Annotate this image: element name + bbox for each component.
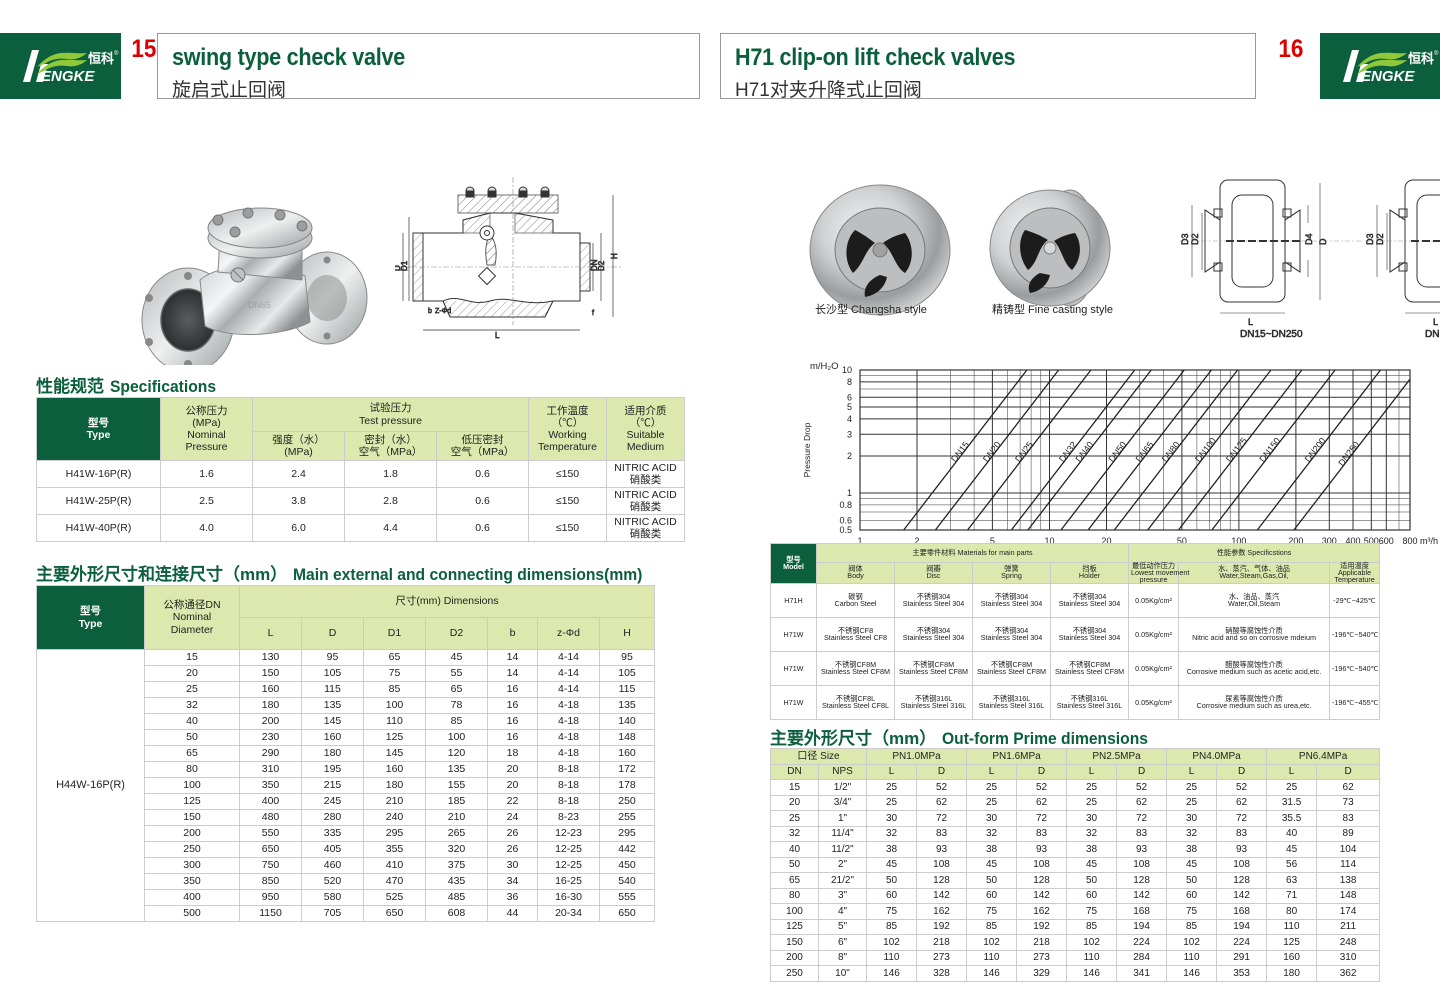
svg-text:D1: D1 — [400, 260, 409, 271]
svg-text:L: L — [1433, 317, 1438, 327]
svg-text:长沙型 Changsha style: 长沙型 Changsha style — [815, 302, 927, 316]
svg-text:Z-Φd: Z-Φd — [435, 308, 451, 315]
svg-text:D2: D2 — [597, 260, 606, 271]
svg-text:H: H — [610, 253, 619, 259]
svg-text:DN150: DN150 — [1257, 436, 1282, 464]
svg-text:6: 6 — [847, 392, 852, 402]
svg-text:DN200: DN200 — [1303, 436, 1328, 464]
svg-text:10: 10 — [842, 365, 852, 375]
svg-text:DN15: DN15 — [949, 440, 971, 464]
svg-text:DN25: DN25 — [1013, 440, 1035, 464]
svg-text:恒科: 恒科 — [88, 51, 114, 66]
svg-text:m³/h: m³/h — [1420, 536, 1438, 546]
svg-text:DN250: DN250 — [1336, 440, 1361, 468]
svg-text:®: ® — [1434, 50, 1439, 57]
svg-text:2: 2 — [847, 451, 852, 461]
svg-text:3: 3 — [847, 429, 852, 439]
svg-text:0.8: 0.8 — [839, 500, 852, 510]
svg-text:4: 4 — [847, 414, 852, 424]
svg-text:DN15~DN250: DN15~DN250 — [1240, 329, 1303, 340]
svg-text:精铸型 Fine casting style: 精铸型 Fine casting style — [992, 302, 1113, 316]
svg-text:8: 8 — [847, 377, 852, 387]
svg-text:f: f — [592, 310, 594, 317]
svg-text:D3: D3 — [1365, 233, 1375, 245]
svg-text:600: 600 — [1379, 536, 1394, 546]
svg-text:DN40: DN40 — [1073, 440, 1095, 464]
svg-text:D3: D3 — [1180, 233, 1190, 245]
svg-text:D: D — [1318, 238, 1328, 245]
svg-text:0.6: 0.6 — [839, 515, 852, 525]
svg-text:Pressure Drop: Pressure Drop — [802, 422, 812, 477]
svg-text:ENGKE: ENGKE — [41, 68, 95, 85]
svg-text:b: b — [428, 308, 432, 315]
svg-text:0.5: 0.5 — [839, 525, 852, 535]
svg-text:DN15~DN150: DN15~DN150 — [1425, 329, 1440, 340]
svg-text:DN65: DN65 — [1134, 440, 1156, 464]
svg-text:ENGKE: ENGKE — [1361, 68, 1415, 85]
svg-text:DN50: DN50 — [1106, 440, 1128, 464]
svg-text:800: 800 — [1402, 536, 1417, 546]
svg-text:D2: D2 — [1375, 233, 1385, 245]
svg-text:m/H₂O: m/H₂O — [810, 361, 839, 372]
svg-text:恒科: 恒科 — [1408, 51, 1434, 66]
svg-text:L: L — [1248, 317, 1253, 327]
svg-text:DN125: DN125 — [1224, 436, 1249, 464]
svg-text:L: L — [495, 331, 500, 340]
svg-text:D2: D2 — [1190, 233, 1200, 245]
svg-text:®: ® — [114, 50, 119, 57]
svg-text:D4: D4 — [1304, 233, 1314, 245]
svg-text:1: 1 — [847, 488, 852, 498]
svg-text:DN65: DN65 — [248, 300, 271, 310]
svg-text:5: 5 — [847, 402, 852, 412]
svg-text:DN80: DN80 — [1160, 440, 1182, 464]
svg-text:DN20: DN20 — [981, 440, 1003, 464]
